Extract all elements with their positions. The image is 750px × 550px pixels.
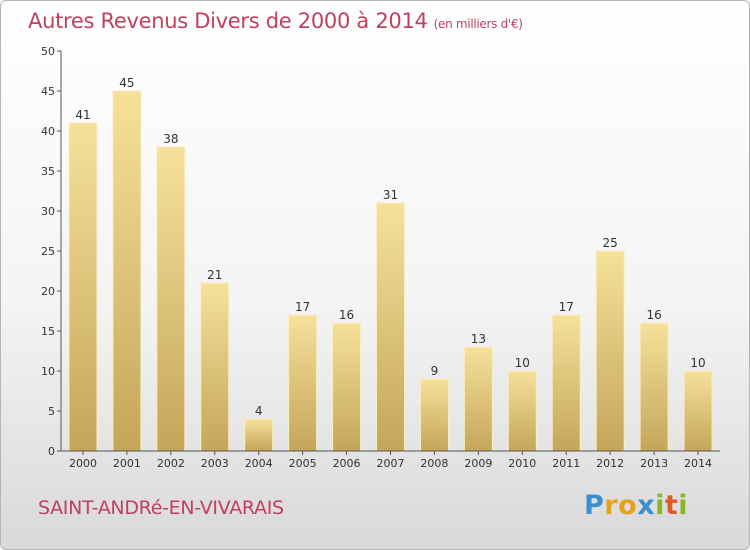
y-tick-label: 30	[41, 205, 55, 218]
data-label: 16	[339, 308, 354, 322]
x-tick-label: 2003	[201, 457, 229, 470]
y-tick-label: 5	[48, 405, 55, 418]
commune-name: SAINT-ANDRé-EN-VIVARAIS	[38, 497, 284, 519]
logo-letter: x	[637, 490, 656, 521]
x-tick-label: 2008	[420, 457, 448, 470]
x-tick-label: 2010	[508, 457, 536, 470]
x-tick-label: 2012	[596, 457, 624, 470]
bar	[156, 146, 186, 452]
x-tick-label: 2002	[157, 457, 185, 470]
axes-group: 2000 2001 2002 2003 2004 2005 2006 2007 2008 2009…	[41, 45, 720, 470]
bar	[551, 314, 581, 452]
title-text: Autres Revenus Divers de 2000 à 2014	[28, 9, 428, 33]
x-tick-label: 2011	[552, 457, 580, 470]
bar	[112, 90, 142, 452]
logo-letter: r	[604, 490, 619, 521]
y-tick-label: 0	[48, 445, 55, 458]
y-tick-label: 15	[41, 325, 55, 338]
y-tick-label: 50	[41, 45, 55, 58]
x-tick-label: 2009	[464, 457, 492, 470]
bar	[639, 322, 669, 452]
y-tick-label: 25	[41, 245, 55, 258]
x-tick-label: 2005	[289, 457, 317, 470]
data-label: 31	[383, 188, 398, 202]
bar	[332, 322, 362, 452]
data-label: 17	[559, 300, 574, 314]
x-tick-label: 2000	[69, 457, 97, 470]
proxiti-logo: Proxiti	[584, 490, 688, 521]
logo-letter: i	[655, 490, 665, 521]
data-label: 16	[646, 308, 661, 322]
data-label: 25	[603, 236, 618, 250]
bar	[463, 346, 493, 452]
y-tick-label: 35	[41, 165, 55, 178]
y-tick-label: 10	[41, 365, 55, 378]
data-label: 4	[255, 404, 263, 418]
bar	[244, 418, 274, 452]
bar	[288, 314, 318, 452]
data-label: 17	[295, 300, 310, 314]
x-tick-label: 2007	[377, 457, 405, 470]
logo-letter: P	[584, 490, 605, 521]
chart-title: Autres Revenus Divers de 2000 à 2014 (en …	[28, 9, 523, 33]
bar	[507, 370, 537, 452]
bar	[200, 282, 230, 452]
x-tick-label: 2006	[333, 457, 361, 470]
data-label: 21	[207, 268, 222, 282]
y-tick-label: 40	[41, 125, 55, 138]
data-label: 10	[515, 356, 530, 370]
bars-group: 41 45 38 21 4 17 16 31 9 13 10 17 25 16 10	[68, 76, 713, 452]
x-tick-label: 2013	[640, 457, 668, 470]
data-label: 45	[119, 76, 134, 90]
bar	[595, 250, 625, 452]
bar	[683, 370, 713, 452]
bar	[68, 122, 98, 452]
data-label: 9	[431, 364, 439, 378]
y-tick-label: 45	[41, 85, 55, 98]
bar	[419, 378, 449, 452]
bar	[376, 202, 405, 452]
data-label: 41	[75, 108, 90, 122]
data-label: 10	[690, 356, 705, 370]
data-label: 38	[163, 132, 178, 146]
data-label: 13	[471, 332, 486, 346]
x-tick-label: 2004	[245, 457, 273, 470]
y-tick-label: 20	[41, 285, 55, 298]
logo-letter: i	[678, 490, 689, 521]
x-tick-label: 2001	[113, 457, 141, 470]
logo-letter: o	[618, 490, 638, 521]
unit-label: (en milliers d'€)	[433, 17, 523, 31]
logo-letter: t	[664, 490, 679, 521]
x-tick-label: 2014	[684, 457, 712, 470]
